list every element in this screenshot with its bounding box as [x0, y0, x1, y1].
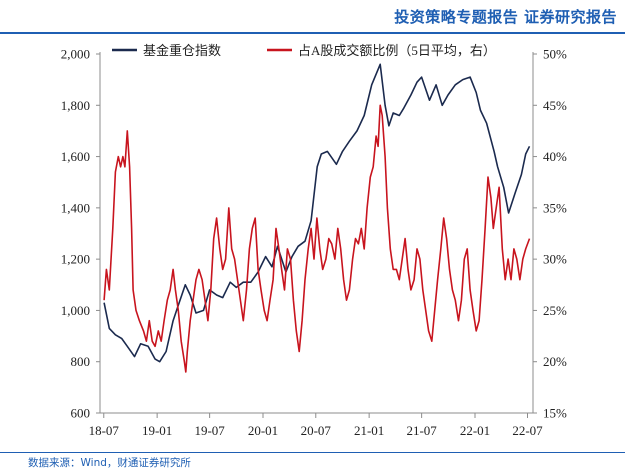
right-tick-label: 25% — [543, 303, 567, 318]
x-tick-label: 21-01 — [354, 423, 384, 438]
right-tick-label: 35% — [543, 200, 567, 215]
left-tick-label: 1,600 — [61, 149, 90, 164]
legend-label: 占A股成交额比例（5日平均，右） — [298, 43, 496, 58]
dual-axis-line-chart: 600 800 1,000 1,200 1,400 1,600 1,800 2,000 15%… — [61, 43, 567, 438]
left-tick-label: 1,000 — [61, 303, 90, 318]
x-axis-tick-labels: 18-07 19-01 19-07 20-01 20-07 21-01 21-07 22-01… — [89, 423, 544, 438]
left-tick-label: 1,800 — [61, 98, 90, 113]
chart-axes — [96, 52, 537, 418]
x-tick-label: 22-01 — [460, 423, 490, 438]
x-tick-label: 18-07 — [89, 423, 120, 438]
left-tick-label: 1,200 — [61, 252, 90, 267]
right-tick-label: 15% — [543, 406, 567, 421]
x-tick-label: 21-07 — [406, 423, 437, 438]
data-source-note: 数据来源：Wind，财通证券研究所 — [28, 457, 191, 469]
report-header: 投资策略专题报告 证券研究报告 — [394, 8, 617, 26]
chart-legend: 基金重仓指数 占A股成交额比例（5日平均，右） — [112, 43, 496, 58]
x-tick-label: 20-01 — [248, 423, 278, 438]
left-tick-label: 1,400 — [61, 200, 90, 215]
x-tick-label: 19-01 — [142, 423, 172, 438]
x-tick-label: 22-07 — [512, 423, 543, 438]
right-tick-label: 40% — [543, 149, 567, 164]
left-tick-label: 600 — [71, 406, 91, 421]
right-tick-label: 45% — [543, 98, 567, 113]
left-axis-tick-labels: 600 800 1,000 1,200 1,400 1,600 1,800 2,000 — [61, 47, 90, 421]
left-tick-label: 2,000 — [61, 47, 90, 62]
right-axis-tick-labels: 15% 20% 25% 30% 35% 40% 45% 50% — [543, 47, 567, 421]
x-tick-label: 19-07 — [194, 423, 225, 438]
fund-index-line — [103, 63, 531, 363]
legend-label: 基金重仓指数 — [143, 43, 221, 58]
left-tick-label: 800 — [71, 354, 91, 369]
series-layer — [103, 63, 531, 373]
header-divider — [0, 32, 625, 34]
right-tick-label: 50% — [543, 47, 567, 62]
right-tick-label: 30% — [543, 252, 567, 267]
trade-ratio-line — [103, 104, 531, 373]
right-tick-label: 20% — [543, 354, 567, 369]
footer-divider — [0, 452, 625, 453]
x-tick-label: 20-07 — [301, 423, 332, 438]
